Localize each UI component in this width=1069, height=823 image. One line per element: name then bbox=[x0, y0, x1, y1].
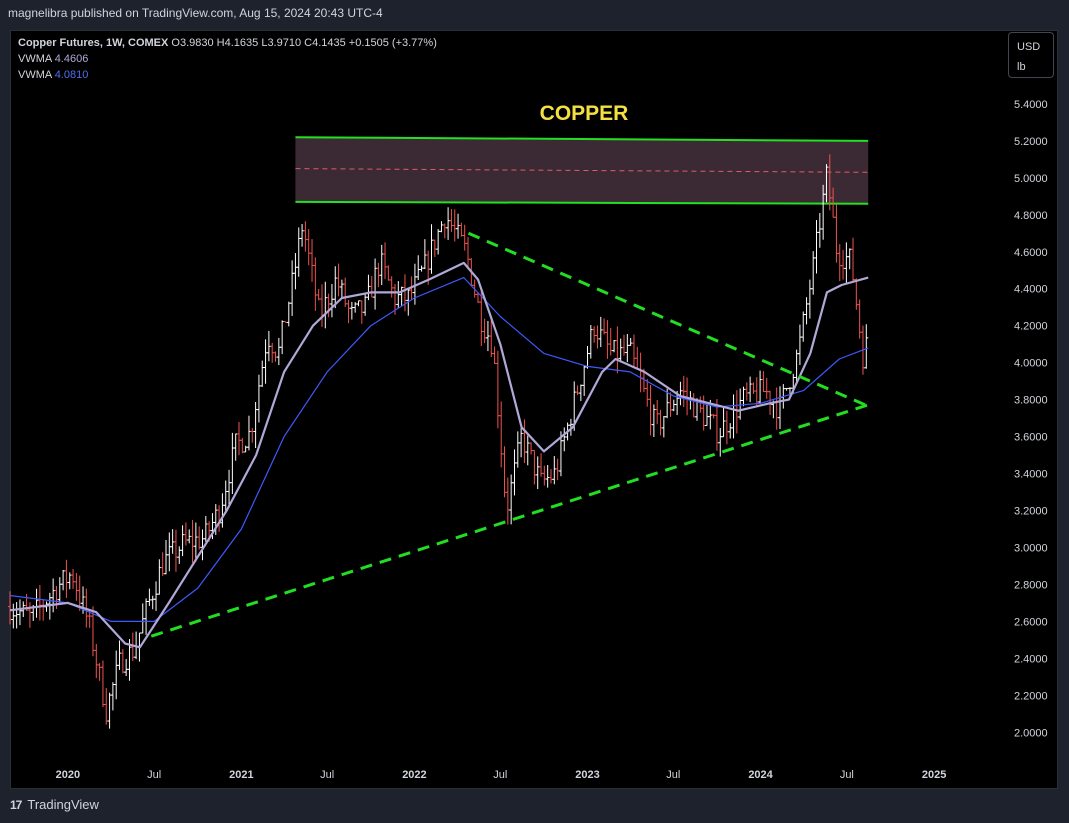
y-tick-label: 3.8000 bbox=[1014, 395, 1048, 407]
x-tick-label: 2024 bbox=[748, 769, 773, 781]
currency-unit-selector[interactable]: USD lb bbox=[1008, 32, 1054, 78]
y-tick-label: 4.4000 bbox=[1014, 284, 1048, 296]
chart-legend: Copper Futures, 1W, COMEX O3.9830 H4.163… bbox=[18, 35, 437, 83]
x-tick-label: Jul bbox=[666, 769, 680, 781]
trendline-2 bbox=[467, 231, 867, 407]
trendline-1 bbox=[150, 401, 874, 638]
resistance-zone-mid-line bbox=[295, 168, 869, 173]
resistance-zone-fill bbox=[295, 137, 869, 204]
y-tick-label: 3.4000 bbox=[1014, 469, 1048, 481]
y-tick-label: 2.2000 bbox=[1014, 690, 1048, 702]
legend-symbol[interactable]: Copper Futures, 1W, COMEX bbox=[18, 37, 169, 49]
footer-brand[interactable]: 17 TradingView bbox=[10, 797, 99, 812]
publisher-header: magnelibra published on TradingView.com,… bbox=[8, 6, 383, 20]
legend-vwma-long-value: 4.0810 bbox=[54, 69, 89, 81]
x-tick-label: 2021 bbox=[229, 769, 253, 781]
legend-ohlc: O3.9830 H4.1635 L3.9710 C4.1435 +0.1505 … bbox=[171, 37, 437, 49]
x-tick-label: 2025 bbox=[922, 769, 946, 781]
chart-title: COPPER bbox=[540, 102, 629, 125]
x-tick-label: 2022 bbox=[402, 769, 426, 781]
y-tick-label: 3.6000 bbox=[1014, 432, 1048, 444]
y-tick-label: 3.2000 bbox=[1014, 506, 1048, 518]
y-tick-label: 2.8000 bbox=[1014, 579, 1048, 591]
y-tick-label: 4.2000 bbox=[1014, 321, 1048, 333]
resistance-zone-upper-line bbox=[295, 136, 869, 142]
y-tick-label: 4.0000 bbox=[1014, 358, 1048, 370]
y-tick-label: 5.4000 bbox=[1014, 99, 1048, 111]
unit-label: lb bbox=[1017, 61, 1026, 73]
vwma-short-line bbox=[9, 261, 869, 649]
resistance-zone-lower-line bbox=[295, 200, 869, 205]
vwma-long-line bbox=[9, 277, 869, 622]
y-tick-label: 4.6000 bbox=[1014, 247, 1048, 259]
brand-name: TradingView bbox=[27, 797, 99, 812]
x-tick-label: Jul bbox=[840, 769, 854, 781]
legend-vwma-short-label[interactable]: VWMA bbox=[18, 53, 52, 65]
y-tick-label: 2.0000 bbox=[1014, 727, 1048, 739]
x-tick-label: Jul bbox=[493, 769, 507, 781]
legend-vwma-long-label[interactable]: VWMA bbox=[18, 69, 52, 81]
chart-pane[interactable] bbox=[10, 30, 1058, 789]
x-tick-label: Jul bbox=[147, 769, 161, 781]
y-tick-label: 5.2000 bbox=[1014, 136, 1048, 148]
x-tick-label: 2020 bbox=[56, 769, 80, 781]
y-tick-label: 5.0000 bbox=[1014, 173, 1048, 185]
y-tick-label: 4.8000 bbox=[1014, 210, 1048, 222]
y-tick-label: 2.4000 bbox=[1014, 653, 1048, 665]
tradingview-logo-icon: 17 bbox=[10, 797, 22, 812]
x-tick-label: Jul bbox=[320, 769, 334, 781]
y-tick-label: 3.0000 bbox=[1014, 542, 1048, 554]
y-tick-label: 2.6000 bbox=[1014, 616, 1048, 628]
currency-label: USD bbox=[1017, 41, 1041, 53]
legend-vwma-short-value: 4.4606 bbox=[54, 53, 89, 65]
x-tick-label: 2023 bbox=[575, 769, 599, 781]
